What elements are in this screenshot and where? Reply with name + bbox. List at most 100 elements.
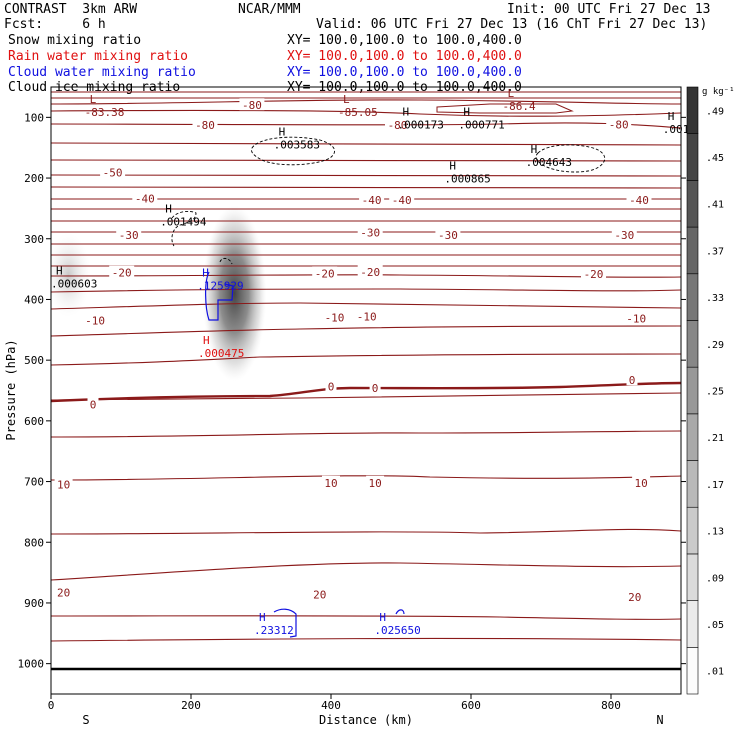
forecast-hour: Fcst: 6 h [4,17,106,32]
colorbar-box-12 [686,86,699,134]
field-name-rain: Rain water mixing ratio [8,49,189,64]
contour-label-bg-30 [310,587,329,600]
colorbar-box-10 [686,180,699,228]
contour-label-30: 20 [313,588,326,601]
extremum-h-marker-7: H [531,143,538,156]
colorbar-box-11 [686,133,699,181]
contour-label-bg-15 [357,265,383,278]
colorbar-box-5 [686,413,699,461]
contour-label-bg-6 [359,192,385,205]
extremum-h-marker-14: H [379,611,386,624]
colorbar-box-4 [686,460,699,508]
colorbar-box-9 [686,226,699,275]
contour-label-bg-19 [354,309,380,322]
contour-label-29: 20 [57,587,70,600]
colorbar-label-3: .13 [706,527,724,538]
contour-label-bg-14 [312,266,338,279]
contour-label-bg-1 [192,118,218,131]
colorbar-label-12: .49 [706,106,724,117]
isotherm-line-5 [51,142,681,146]
contour-label-bg-7 [389,192,415,205]
field-xy-snow: XY= 100.0,100.0 to 100.0,400.0 [287,33,522,48]
contour-label-bg-10 [357,225,383,238]
isotherm-line-4 [51,122,681,129]
isotherm-line-19 [51,325,681,337]
contour-label-3: -80 [609,119,629,132]
extremum-h-marker-8: H [449,160,456,173]
extremum-h-marker-5: H [668,110,675,123]
contour-label-6: -40 [362,194,382,207]
isotherm-line-20 [51,353,681,366]
colorbar-label-5: .21 [706,433,724,444]
cloud-ice-contour-1 [535,144,606,173]
contour-label-bg-17 [82,313,108,326]
contour-label-bg-29 [54,585,73,598]
cloud-water-contour-0 [205,271,234,321]
extremum-h-marker-13: H [259,611,266,624]
isotherm-line-2 [51,99,681,105]
y-tick-label-800: 800 [24,536,44,549]
extremum-value-4: .000771 [458,119,504,132]
x-axis-label: Distance (km) [319,713,413,727]
isotherm-line-8 [51,186,681,189]
contour-label-bg-4 [100,165,126,178]
contour-label-26: 10 [324,477,337,490]
extremum-h-marker-3: H [403,106,410,119]
contour-label-bg-27 [366,475,385,488]
contour-label-1: -80 [195,119,215,132]
colorbar-label-4: .17 [706,480,724,491]
colorbar-box-0 [686,647,699,695]
contour-label-9: -30 [119,229,139,242]
contour-label-bg-16 [581,266,606,279]
extremum-h-marker-11: H [202,266,209,279]
field-xy-rain: XY= 100.0,100.0 to 100.0,400.0 [287,49,522,64]
contour-label-bg-2 [385,118,410,131]
isotherm-line-22 [51,430,681,438]
x-end-label-left: S [82,713,89,727]
cloud-ice-contour-0 [251,136,336,166]
colorbar-box-3 [686,506,699,555]
cloud-ice-contour-3 [219,257,233,265]
extremum-value-0: -83.38 [85,106,125,119]
y-axis-label: Pressure (hPa) [4,339,18,440]
colorbar-label-8: .33 [706,293,724,304]
extremum-value-11: .125929 [197,279,243,292]
extremum-value-13: .23312 [254,624,294,637]
cloud-ice-contour-2 [171,210,197,247]
colorbar-label-2: .09 [706,573,724,584]
contour-label-bg-11 [435,228,461,241]
contour-label-bg-31 [625,589,644,602]
contour-label-bg-22 [325,379,337,392]
cloud-water-contour-2 [395,609,405,615]
extremum-h-marker-6: H [279,126,286,139]
contour-label-21: 0 [90,398,97,411]
init-time: Init: 00 UTC Fri 27 Dec 13 [507,2,711,17]
contour-label-15: -20 [360,266,380,279]
contour-label-5: -40 [135,193,155,206]
extremum-value-6: .003583 [274,139,320,152]
contour-label-bg-8 [626,192,652,205]
contour-label-bg-24 [626,373,638,386]
contour-label-bg-23 [369,381,381,394]
cloud-water-contour-1 [273,608,297,638]
isotherm-line-17 [51,288,681,293]
contour-label-bg-20 [623,311,649,324]
y-tick-label-300: 300 [24,233,44,246]
field-xy-cloud-water: XY= 100.0,100.0 to 100.0,400.0 [287,65,522,80]
extremum-h-marker-9: H [165,203,172,216]
contour-label-17: -10 [85,315,105,328]
contour-label-bg-3 [606,117,632,130]
extremum-value-14: .025650 [374,624,420,637]
colorbar-label-11: .45 [706,153,724,164]
y-tick-label-200: 200 [24,172,44,185]
colorbar-box-6 [686,366,699,415]
valid-time: Valid: 06 UTC Fri 27 Dec 13 (16 ChT Fri … [316,17,708,32]
contour-label-16: -20 [584,268,604,281]
contour-label-bg-18 [322,310,347,323]
contour-label-23: 0 [372,382,379,395]
contour-label-8: -40 [629,194,649,207]
extremum-l-marker-1: L [343,93,350,106]
contour-label-10: -30 [360,227,380,240]
contour-label-19: -10 [357,310,377,323]
